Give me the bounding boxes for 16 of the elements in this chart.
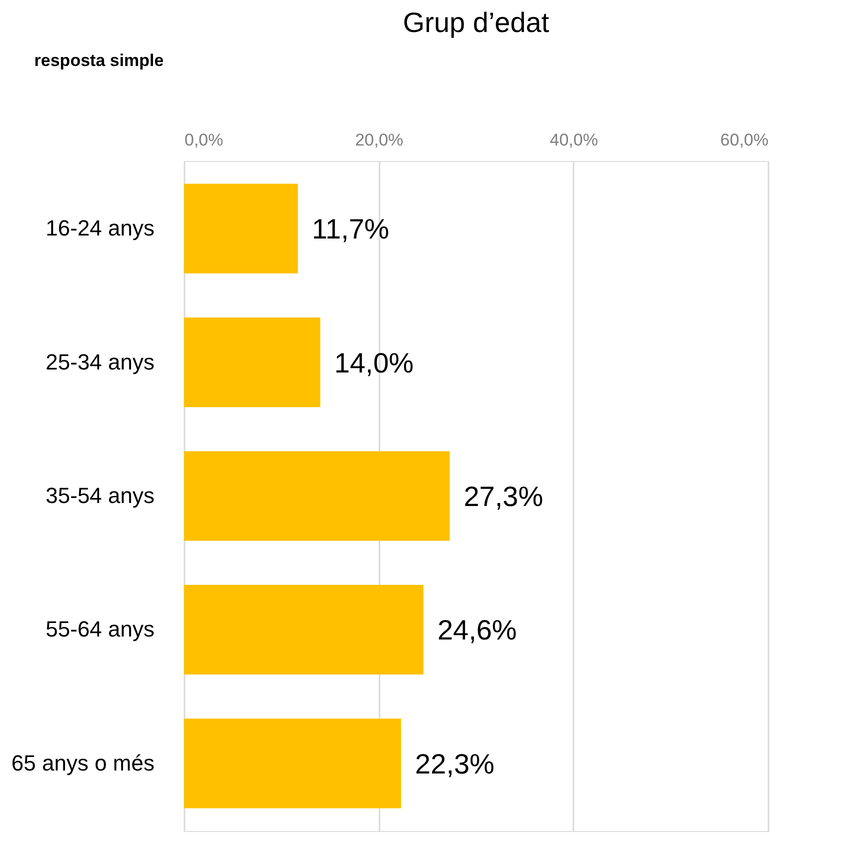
y-tick-label: 16-24 anys: [46, 216, 154, 241]
data-label: 14,0%: [334, 347, 414, 378]
x-tick-label: 40,0%: [550, 130, 598, 150]
x-tick-label: 60,0%: [720, 130, 768, 150]
data-label: 27,3%: [464, 481, 544, 512]
data-label: 24,6%: [437, 614, 517, 646]
chart-title: Grup d’edat: [402, 7, 550, 38]
y-tick-label: 65 anys o més: [11, 750, 154, 776]
y-tick-label: 25-34 anys: [46, 349, 154, 374]
text: resposta simple: [34, 51, 164, 70]
y-tick-label: 55-64 anys: [46, 616, 154, 642]
x-tick-label: 0,0%: [184, 130, 224, 150]
data-label: 11,7%: [312, 214, 390, 245]
y-tick-label: 35-54 anys: [46, 483, 154, 508]
x-tick-label: 20,0%: [355, 130, 404, 150]
data-label: 22,3%: [415, 748, 494, 780]
